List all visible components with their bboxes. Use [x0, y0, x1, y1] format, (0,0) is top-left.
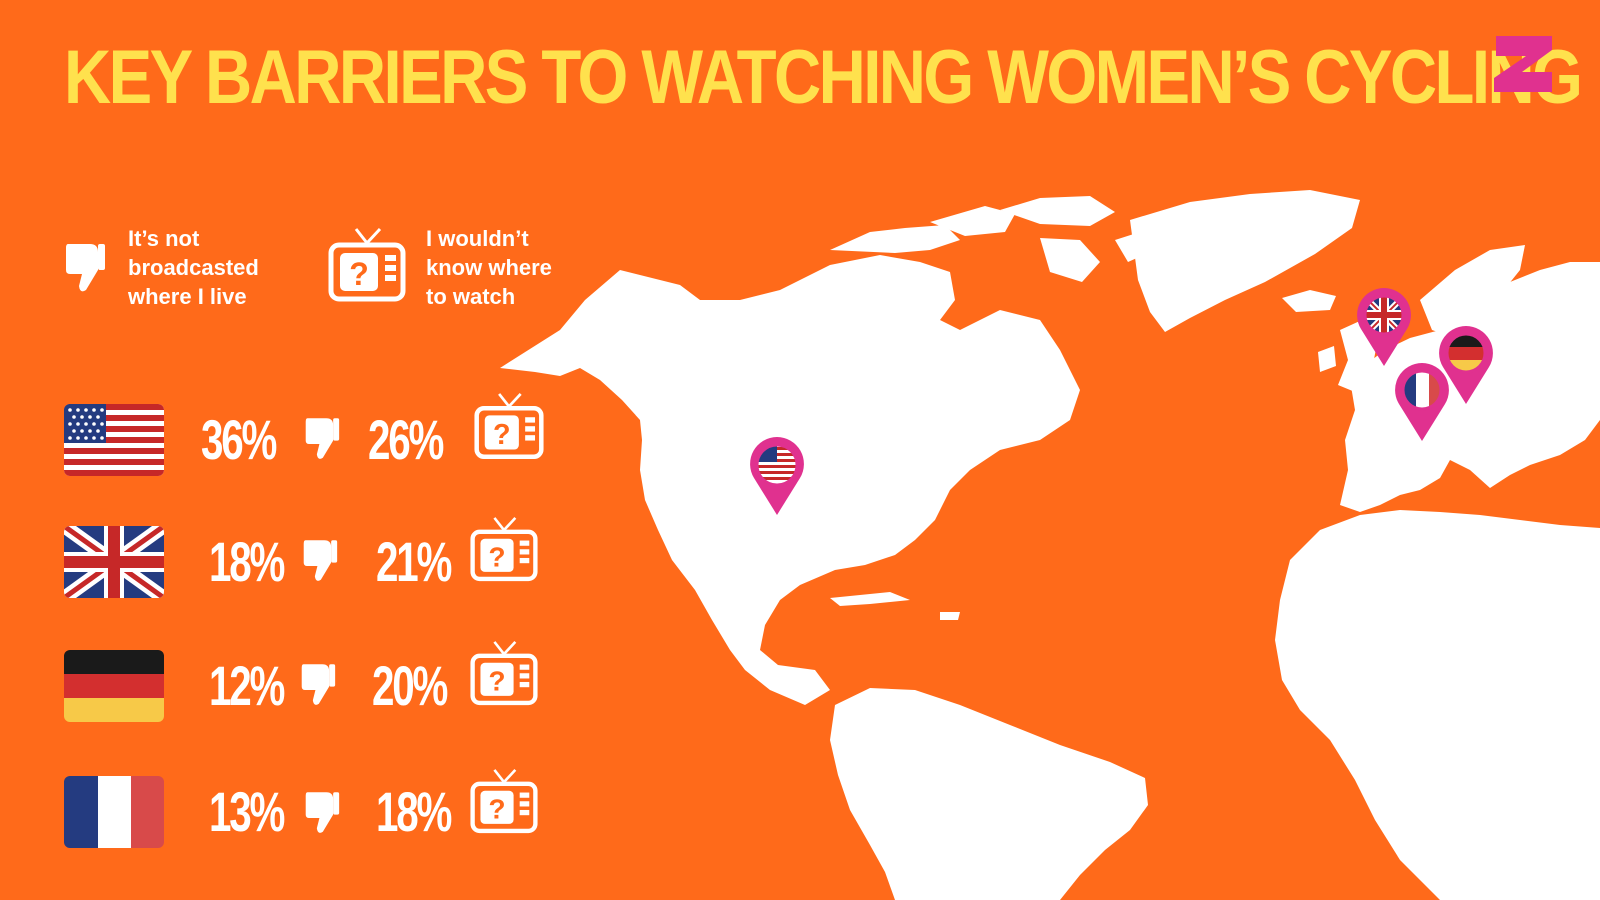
- thumbs-down-icon: [303, 540, 338, 581]
- tv-question-icon: ?: [470, 516, 538, 582]
- not-broadcast-value: 36%: [201, 408, 277, 471]
- south-america-landmass: [830, 688, 1148, 900]
- scandinavia-landmass: [1420, 245, 1525, 338]
- table-row-us: 36% 26% ?: [64, 392, 564, 478]
- not-broadcast-value: 13%: [209, 780, 285, 843]
- greenland-landmass: [1130, 190, 1360, 332]
- legend-item-dont-know-where: ? I wouldn’t know where to watch: [328, 222, 552, 312]
- tv-question-icon: ?: [328, 227, 406, 302]
- thumbs-down-icon: [66, 244, 105, 292]
- tv-question-icon: ?: [474, 392, 544, 459]
- tv-question-icon: ?: [470, 640, 538, 706]
- map-pin-germany[interactable]: [1439, 326, 1493, 404]
- france-flag-icon: [64, 776, 164, 848]
- thumbs-down-icon: [301, 664, 336, 705]
- germany-flag-icon: [64, 650, 164, 722]
- iceland-landmass: [1282, 290, 1336, 312]
- us-flag-icon: [64, 404, 164, 476]
- legend-label: I wouldn’t know where to watch: [426, 225, 552, 309]
- page-title: KEY BARRIERS TO WATCHING WOMEN’S CYCLING: [64, 35, 1583, 120]
- dont-know-value: 20%: [372, 654, 448, 717]
- africa-landmass: [1275, 510, 1600, 900]
- not-broadcast-value: 18%: [209, 530, 285, 593]
- brand-logo-icon: [1494, 36, 1552, 92]
- map-pin-france[interactable]: [1395, 363, 1449, 441]
- svg-text:?: ?: [489, 794, 506, 825]
- tv-question-icon: ?: [470, 768, 538, 834]
- table-row-germany: 12% 20% ?: [64, 640, 564, 724]
- svg-text:?: ?: [349, 256, 369, 292]
- thumbs-down-icon: [305, 418, 340, 459]
- thumbs-down-icon: [305, 792, 340, 833]
- map-pin-uk[interactable]: [1357, 288, 1411, 366]
- svg-text:?: ?: [493, 419, 511, 451]
- svg-text:?: ?: [489, 666, 506, 697]
- dont-know-value: 18%: [376, 780, 452, 843]
- table-row-france: 13% 18% ?: [64, 768, 564, 850]
- legend-label: It’s not broadcasted where I live: [128, 225, 259, 309]
- uk-flag-icon: [64, 526, 164, 598]
- dont-know-value: 21%: [376, 530, 452, 593]
- caribbean-islands: [830, 592, 910, 606]
- arctic-islands: [830, 225, 960, 253]
- not-broadcast-value: 12%: [209, 654, 285, 717]
- dont-know-value: 26%: [368, 408, 444, 471]
- svg-text:?: ?: [489, 542, 506, 573]
- legend-item-not-broadcast: It’s not broadcasted where I live: [64, 222, 259, 312]
- map-pin-us[interactable]: [750, 437, 804, 515]
- table-row-uk: 18% 21% ?: [64, 516, 564, 600]
